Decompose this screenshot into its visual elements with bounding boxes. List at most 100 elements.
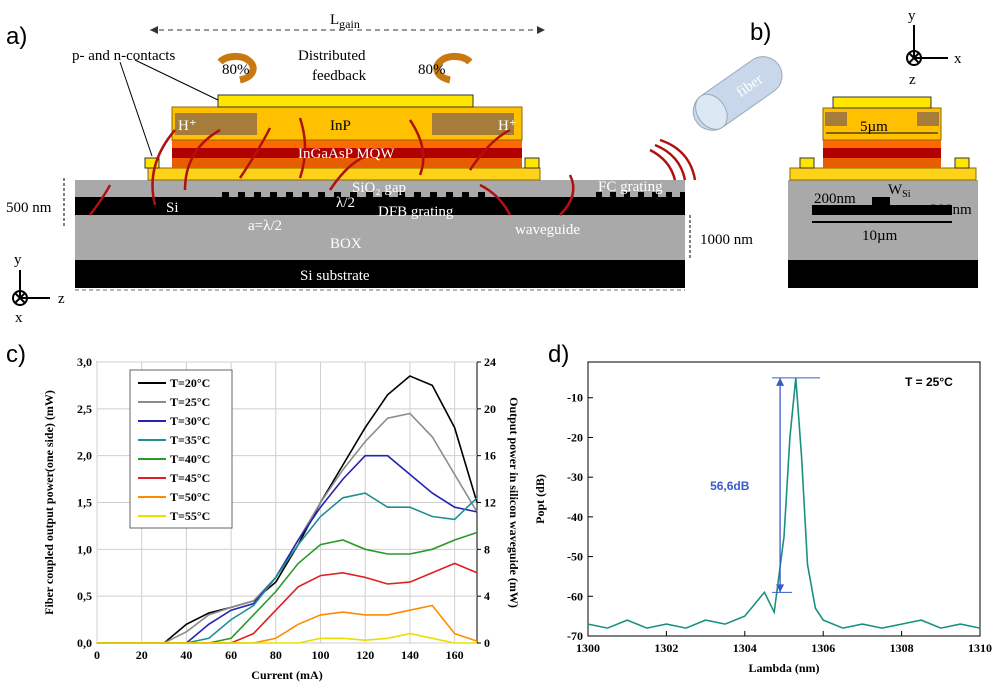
label-sub: Si — [902, 189, 911, 200]
chart-title: T = 25°C — [905, 375, 953, 389]
x-tick-label: 40 — [180, 648, 192, 662]
layer — [172, 158, 522, 168]
contact — [954, 157, 970, 169]
y2-tick-label: 8 — [484, 542, 490, 556]
y2-tick-label: 16 — [484, 449, 496, 463]
series-line — [97, 632, 477, 644]
label: 200nm — [814, 191, 856, 207]
x-tick-label: 60 — [225, 648, 237, 662]
y-tick-label: -60 — [567, 589, 583, 603]
axes-icon — [906, 25, 948, 66]
axis-label: z — [909, 72, 916, 88]
implant — [175, 113, 257, 135]
axis-label: z — [58, 291, 65, 307]
substrate — [75, 260, 685, 288]
x-tick-label: 120 — [356, 648, 374, 662]
series-line — [587, 377, 981, 629]
x-tick-label: 80 — [270, 648, 282, 662]
slab — [812, 205, 952, 215]
y2-tick-label: 12 — [484, 496, 496, 510]
x-tick-label: 140 — [401, 648, 419, 662]
legend-entry: T=30°C — [170, 414, 210, 428]
x-tick-label: 100 — [312, 648, 330, 662]
contact — [524, 157, 540, 169]
pointer — [134, 59, 219, 101]
label: 500 nm — [6, 200, 52, 216]
legend-box — [129, 369, 233, 529]
legend-entry: T=35°C — [170, 433, 210, 447]
label: FC grating — [598, 179, 663, 195]
box-layer — [75, 215, 685, 260]
label: 10µm — [862, 228, 898, 244]
panel-label: a) — [6, 23, 27, 50]
label: λ/2 — [336, 195, 355, 211]
label: 5µm — [860, 119, 888, 135]
y2-tick-label: 0 — [484, 636, 490, 650]
panel-label: c) — [6, 341, 26, 368]
label: BOX — [330, 236, 362, 252]
label: Si — [166, 200, 179, 216]
label-main: W — [888, 182, 903, 198]
x-tick-label: 1302 — [654, 641, 678, 655]
legend-entry: T=55°C — [170, 509, 210, 523]
label: SiO₂ gap — [352, 180, 406, 196]
label: DFB grating — [378, 204, 454, 220]
y-tick-label: -30 — [567, 470, 583, 484]
rib — [872, 197, 890, 205]
layer — [823, 158, 941, 168]
y-tick-label: 1,5 — [77, 496, 92, 510]
legend-entry: T=50°C — [170, 490, 210, 504]
y-tick-label: 3,0 — [77, 355, 92, 369]
plot-frame — [587, 361, 981, 637]
y-axis-label: Fiber coupled output power(one side) (mW… — [42, 390, 56, 615]
y-tick-label: 2,0 — [77, 449, 92, 463]
contact — [799, 157, 815, 169]
layer — [172, 140, 522, 148]
x-tick-label: 1310 — [968, 641, 992, 655]
y-tick-label: 0,5 — [77, 589, 92, 603]
mqw — [172, 148, 522, 158]
y2-tick-label: 24 — [484, 355, 496, 369]
label-sub: gain — [339, 17, 360, 31]
layer — [823, 148, 941, 158]
label: p- and n-contacts — [72, 48, 175, 64]
mode-lines — [88, 117, 697, 216]
annotation: 56,6dB — [710, 479, 750, 493]
implant — [917, 112, 939, 126]
substrate — [788, 260, 978, 288]
label: H⁺ — [178, 118, 197, 134]
legend-entry: T=20°C — [170, 376, 210, 390]
y-tick-label: 0,0 — [77, 636, 92, 650]
label: Distributed — [298, 48, 366, 64]
cladding — [788, 180, 978, 260]
contact — [144, 157, 160, 169]
label-main: L — [330, 12, 339, 28]
label: InGaAsP MQW — [298, 146, 395, 162]
y-tick-label: -20 — [567, 430, 583, 444]
x-tick-label: 160 — [446, 648, 464, 662]
legend-entry: T=40°C — [170, 452, 210, 466]
y-tick-label: -70 — [567, 629, 583, 643]
x-tick-label: 0 — [94, 648, 100, 662]
pointer — [119, 61, 153, 157]
axis-label: y — [908, 8, 916, 24]
label: Lgain — [330, 12, 360, 31]
axes-icon — [12, 270, 50, 306]
reflection-arrow — [433, 52, 473, 84]
implant — [825, 112, 847, 126]
y-axis-label: Popt (dB) — [533, 474, 547, 524]
si-layer — [75, 197, 685, 215]
label: Si substrate — [300, 268, 370, 284]
y-tick-label: -10 — [567, 391, 583, 405]
x-tick-label: 1306 — [811, 641, 835, 655]
label: a=λ/2 — [248, 218, 282, 234]
label: 1000 nm — [700, 232, 753, 248]
label: 300nm — [930, 202, 972, 218]
x-tick-label: 1308 — [890, 641, 914, 655]
top-contact — [832, 96, 932, 109]
y-tick-label: 1,0 — [77, 542, 92, 556]
layer — [823, 140, 941, 148]
y2-axis-label: Output power in silicon waveguide (mW) — [507, 397, 521, 608]
x-axis-label: Lambda (nm) — [748, 661, 819, 675]
